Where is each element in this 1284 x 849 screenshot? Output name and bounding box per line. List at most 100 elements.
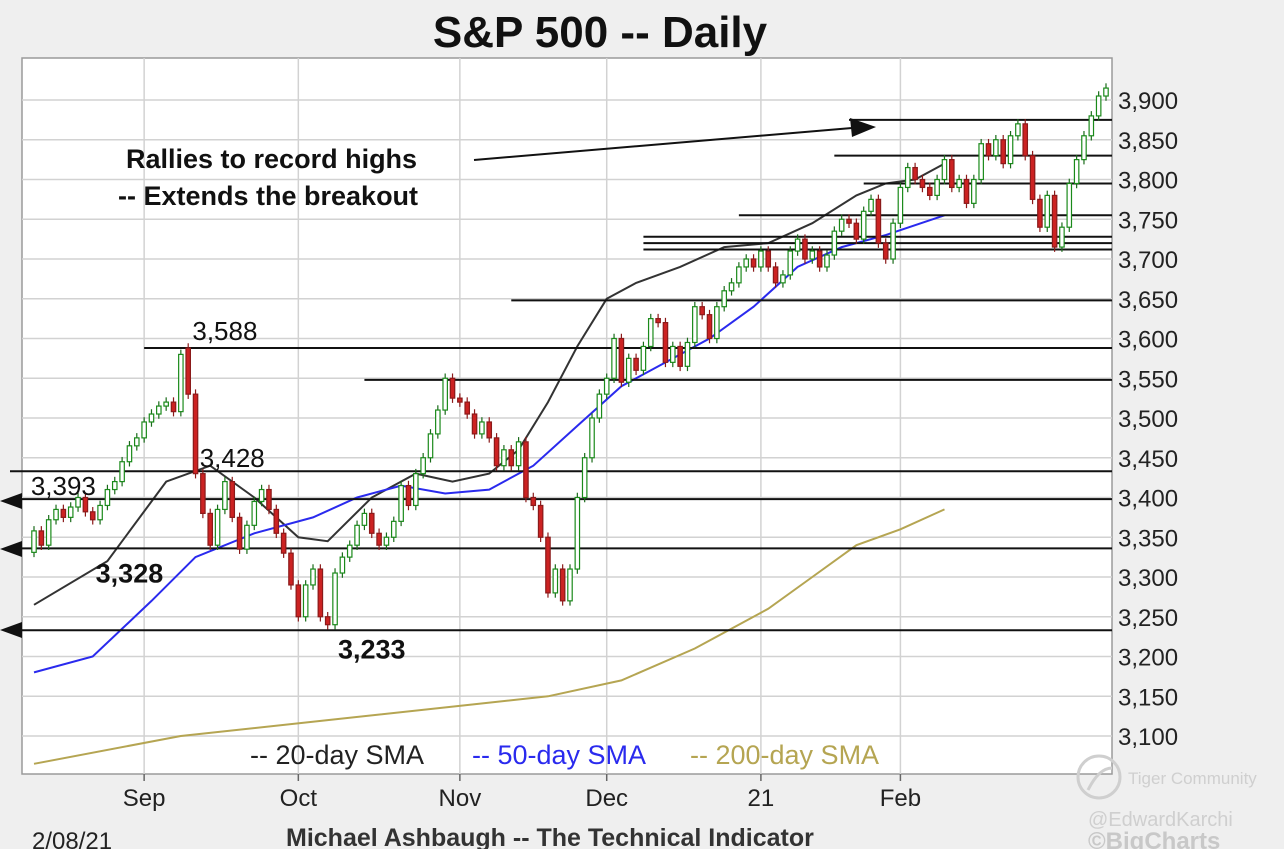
candle [846, 218, 852, 224]
candle [1037, 198, 1043, 228]
watermark-handle: @EdwardKarchi [1088, 809, 1233, 831]
candle [339, 556, 346, 574]
candle [133, 437, 140, 447]
candle [1015, 123, 1021, 137]
y-tick-label: 3,650 [1118, 287, 1178, 314]
candle [222, 481, 228, 511]
candle [398, 484, 404, 522]
candle [427, 433, 434, 459]
candle [794, 238, 801, 252]
candle [368, 512, 375, 534]
candle [75, 496, 81, 508]
legend-200day-sma: -- 200-day SMA [690, 740, 879, 770]
candle [831, 230, 838, 256]
candle [1044, 194, 1051, 228]
candle [728, 282, 735, 292]
candle [390, 520, 397, 538]
candle [978, 143, 984, 181]
candle [302, 584, 309, 618]
candle [126, 445, 133, 463]
plot-area [21, 57, 1113, 775]
footer-source: ©BigCharts [1088, 828, 1220, 849]
candle [258, 488, 265, 503]
candle [963, 178, 970, 204]
watermark-community: Tiger Community [1128, 769, 1257, 788]
tiger-community-logo-stroke [1086, 766, 1113, 791]
arrow-left-icon [0, 622, 22, 638]
candle [1007, 135, 1014, 165]
footer-date: 2/08/21 [32, 828, 112, 849]
candle [244, 524, 250, 550]
candle [787, 250, 794, 276]
candle [236, 516, 243, 550]
candle [545, 536, 551, 594]
left-edge-arrows [0, 493, 22, 638]
candle [141, 421, 147, 439]
candle [1029, 155, 1036, 200]
candle [493, 437, 500, 467]
candle [119, 461, 125, 483]
candle [1103, 87, 1109, 97]
candle [60, 508, 67, 518]
candle [765, 250, 772, 268]
candle [633, 357, 639, 371]
candle [170, 401, 177, 413]
candle [229, 481, 236, 518]
y-tick-label: 3,150 [1118, 684, 1178, 711]
candle [655, 318, 661, 324]
candle [802, 238, 808, 260]
candle [111, 481, 118, 491]
candle [809, 250, 816, 260]
candle [38, 530, 45, 546]
sma-line [33, 508, 945, 765]
candlesticks [31, 83, 1109, 630]
annotation-arrow-shaft [473, 127, 853, 161]
watermark: Tiger Community @EdwardKarchi [1076, 754, 1257, 831]
candle [750, 258, 757, 268]
candle [838, 218, 845, 232]
candle [853, 222, 860, 240]
candle [214, 508, 221, 546]
arrow-left-icon [0, 541, 22, 557]
candle [1095, 95, 1102, 117]
candle [589, 417, 595, 459]
candle [376, 532, 382, 546]
candle [383, 536, 390, 546]
annotation: Rallies to record highs -- Extends the b… [118, 118, 876, 211]
candle [912, 166, 918, 181]
candle [640, 345, 647, 371]
candle [192, 393, 199, 475]
level-label: 3,393 [31, 471, 96, 501]
annotation-arrowhead [850, 118, 876, 137]
candle [1059, 226, 1065, 248]
candle [537, 504, 544, 538]
candle [332, 572, 338, 626]
candle [148, 413, 155, 423]
y-tick-label: 3,400 [1118, 486, 1178, 513]
candle [1073, 159, 1080, 185]
candle [736, 266, 742, 284]
candle [882, 242, 889, 260]
y-tick-label: 3,500 [1118, 406, 1178, 433]
candle [721, 290, 727, 308]
level-label: 3,588 [192, 316, 257, 346]
candle [875, 198, 882, 244]
candle [420, 457, 426, 475]
y-tick-label: 3,300 [1118, 565, 1178, 592]
candle [97, 504, 103, 521]
candle [449, 377, 456, 399]
legend-50day-sma: -- 50-day SMA [472, 740, 646, 770]
candle [868, 198, 874, 212]
y-tick-label: 3,550 [1118, 366, 1178, 393]
candle [662, 322, 669, 363]
candle [45, 519, 52, 546]
candle [361, 512, 368, 526]
candle [200, 473, 206, 514]
annotation-line-1: Rallies to record highs [126, 144, 417, 174]
candle [207, 512, 214, 546]
candle [559, 568, 566, 602]
legend-20day-sma: -- 20-day SMA [250, 740, 424, 770]
tiger-community-logo-icon [1076, 754, 1122, 800]
candle [464, 401, 471, 415]
candle [288, 552, 294, 586]
